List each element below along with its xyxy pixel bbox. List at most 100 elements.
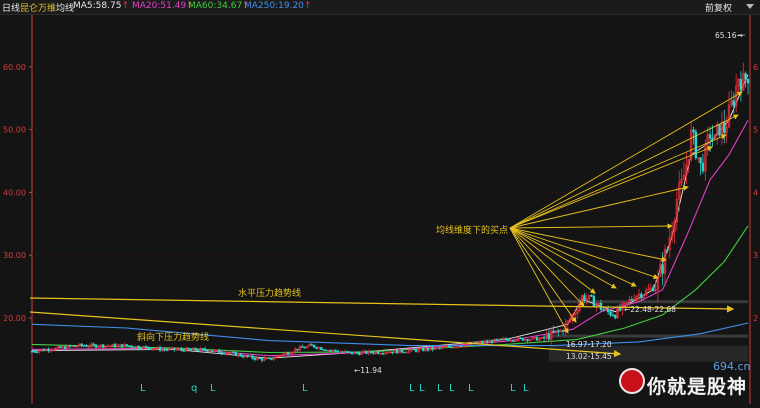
adjust-mode-label[interactable]: 前复权 xyxy=(705,4,733,14)
candle-body xyxy=(481,341,484,344)
candle-body xyxy=(376,351,380,354)
candle-body xyxy=(357,352,361,355)
candle-body xyxy=(509,340,513,342)
candle-body xyxy=(215,349,219,351)
ma-line-ma60 xyxy=(31,225,749,354)
candle-body xyxy=(685,164,688,176)
candle-body xyxy=(265,357,268,360)
candle-body xyxy=(450,346,453,349)
candle-body xyxy=(97,346,100,348)
candle-body xyxy=(317,347,321,349)
y-right-tick-label: 6 xyxy=(753,63,758,72)
candle-body xyxy=(234,351,238,357)
candle-body xyxy=(552,330,555,333)
buy-point-arrow xyxy=(509,114,739,229)
watermark-site: 694.cn xyxy=(713,360,751,373)
candle-body xyxy=(329,350,332,352)
y-right-tick-label: 5 xyxy=(753,126,758,135)
candle-body xyxy=(146,346,150,349)
candle-body xyxy=(365,350,368,354)
candle-body xyxy=(142,346,145,350)
candle-body xyxy=(526,339,529,342)
buy-point-label: 均线维度下的买点 xyxy=(436,224,508,236)
candle-body xyxy=(118,344,121,346)
candle-body xyxy=(452,346,456,349)
candle-body xyxy=(521,337,524,341)
candle-body xyxy=(445,345,449,348)
candle-body xyxy=(507,339,510,342)
candle-body xyxy=(528,339,532,342)
buy-point-arrow xyxy=(509,146,713,229)
candle-body xyxy=(500,338,503,340)
y-tick-label: 50.00 xyxy=(3,126,26,135)
watermark-logo-icon xyxy=(619,368,645,394)
candle-body xyxy=(30,350,34,353)
candle-body xyxy=(583,295,586,301)
candle-body xyxy=(111,343,114,347)
candle-body xyxy=(350,351,354,355)
period-label[interactable]: 日线 xyxy=(2,4,21,14)
signal-marker: L xyxy=(468,383,474,394)
candle-body xyxy=(210,350,214,353)
candle-body xyxy=(175,349,178,351)
candle-body xyxy=(519,337,522,339)
candle-body xyxy=(706,134,709,145)
candle-body xyxy=(682,174,686,180)
candle-body xyxy=(251,355,254,359)
buy-point-arrow xyxy=(509,227,659,280)
descending-trendline-label: 斜向下压力趋势线 xyxy=(137,331,209,343)
candle-body xyxy=(701,162,705,172)
candle-body xyxy=(493,338,496,343)
low-price-label: ←11.94 xyxy=(354,366,382,375)
candle-body xyxy=(395,349,399,354)
candle-body xyxy=(659,264,662,277)
candle-body xyxy=(642,294,645,299)
candle-body xyxy=(687,159,690,166)
high-price-label: 65.16→ xyxy=(715,31,743,40)
candle-body xyxy=(331,349,335,352)
candle-body xyxy=(455,346,458,349)
candle-body xyxy=(303,347,306,349)
y-tick-label: 30.00 xyxy=(3,251,26,260)
candle-body xyxy=(711,137,714,140)
candle-body xyxy=(398,349,401,354)
candle-body xyxy=(267,357,271,360)
candle-body xyxy=(109,345,112,347)
candle-body xyxy=(336,350,340,353)
candle-body xyxy=(414,349,418,352)
candle-body xyxy=(606,309,610,313)
candle-body xyxy=(296,348,299,351)
settings-icon[interactable] xyxy=(746,4,754,9)
candle-body xyxy=(320,347,323,350)
candle-body xyxy=(353,351,356,355)
candle-body xyxy=(400,349,404,353)
candle-body xyxy=(272,357,276,360)
horizontal-trendline-label: 水平压力趋势线 xyxy=(238,287,301,299)
candle-body xyxy=(715,124,719,135)
candle-body xyxy=(132,346,136,349)
candle-body xyxy=(253,358,257,360)
candle-body xyxy=(559,330,562,332)
candle-body xyxy=(486,340,489,343)
candle-body xyxy=(429,347,432,351)
candle-body xyxy=(713,134,717,140)
stock-name[interactable]: 昆仑万维 xyxy=(20,4,57,14)
candle-body xyxy=(165,349,169,351)
ma-line-ma250 xyxy=(31,322,749,347)
candle-body xyxy=(504,338,508,340)
candle-body xyxy=(391,351,394,354)
candle-body xyxy=(291,351,294,354)
candle-body xyxy=(289,352,292,355)
zone-upper-label: ←22.48-22.68 xyxy=(624,305,676,314)
candle-body xyxy=(568,318,572,321)
candle-body xyxy=(130,345,133,348)
candle-body xyxy=(312,344,316,348)
candle-body xyxy=(436,347,439,349)
signal-marker: L xyxy=(419,383,425,394)
indicator-label[interactable]: 均线 xyxy=(56,4,75,14)
candle-body xyxy=(540,336,543,339)
candle-body xyxy=(237,353,240,357)
candle-body xyxy=(279,355,283,357)
candle-body xyxy=(384,352,387,354)
